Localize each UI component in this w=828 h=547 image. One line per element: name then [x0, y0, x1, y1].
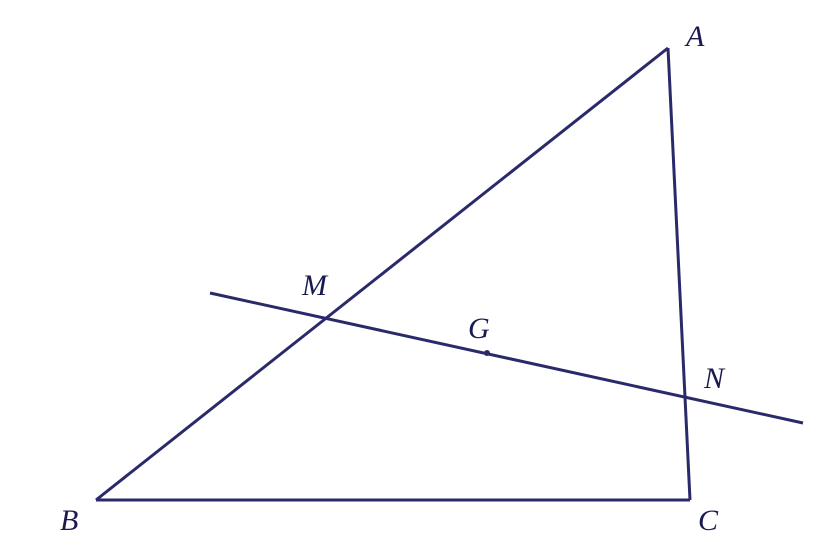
edge-CA [668, 48, 690, 500]
label-G: G [468, 312, 490, 345]
point-G-dot [484, 350, 490, 356]
label-C: C [698, 504, 719, 537]
points-group [484, 350, 490, 356]
labels-group: A B C M N G [60, 20, 726, 537]
line-MN [210, 293, 803, 423]
geometry-diagram: A B C M N G [0, 0, 828, 547]
edge-AB [96, 48, 668, 500]
label-B: B [60, 504, 78, 537]
lines-group [96, 48, 803, 500]
label-N: N [703, 362, 726, 395]
label-M: M [301, 269, 329, 302]
label-A: A [684, 20, 705, 53]
